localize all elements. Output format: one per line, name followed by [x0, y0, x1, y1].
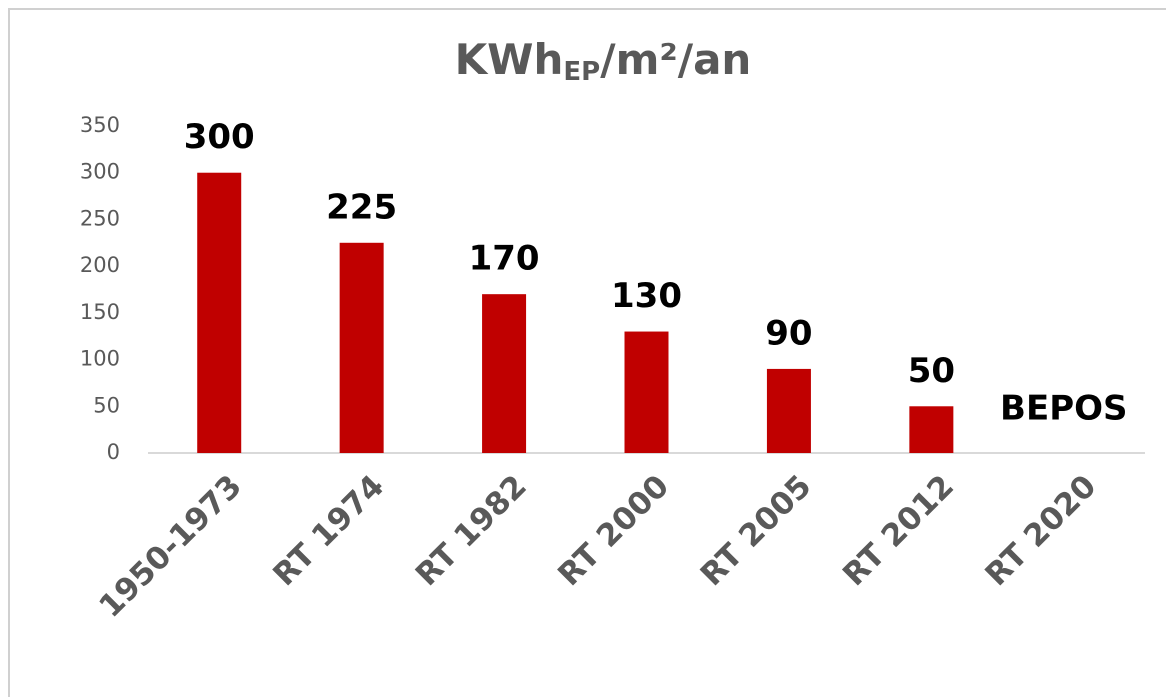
bar: [197, 172, 242, 453]
title-subscript: EP: [563, 57, 600, 87]
bar: [766, 368, 811, 453]
y-tick-label: 50: [93, 393, 120, 417]
bar: [624, 331, 669, 453]
x-tick-label: RT 2000: [551, 468, 676, 593]
title-main: KWh: [455, 35, 564, 84]
y-tick-label: 0: [107, 440, 120, 464]
y-tick-label: 300: [80, 160, 120, 184]
x-tick-label: RT 2005: [694, 468, 819, 593]
y-tick-label: 200: [80, 253, 120, 277]
bar: [482, 294, 527, 453]
data-label: 130: [611, 276, 682, 316]
data-label: 90: [765, 313, 812, 353]
chart-border: [8, 8, 1166, 697]
data-label: 170: [469, 239, 540, 279]
x-tick-label: RT 1974: [266, 468, 391, 593]
x-tick-label: RT 1982: [409, 468, 534, 593]
chart-title: KWhEP/m²/an: [455, 35, 752, 87]
data-label: 300: [184, 117, 255, 157]
y-tick-label: 250: [80, 206, 120, 230]
y-tick-label: 150: [80, 300, 120, 324]
bar: [909, 406, 954, 453]
data-label: 50: [908, 351, 955, 391]
x-tick-label: RT 2020: [979, 468, 1104, 593]
x-tick-label: 1950-1973: [92, 468, 249, 625]
annotation: BEPOS: [1000, 389, 1127, 429]
y-tick-label: 350: [80, 113, 120, 137]
data-label: 225: [326, 187, 397, 227]
bar: [339, 242, 384, 453]
x-tick-label: RT 2012: [836, 468, 961, 593]
title-rest: /m²/an: [600, 35, 751, 84]
y-tick-label: 100: [80, 347, 120, 371]
